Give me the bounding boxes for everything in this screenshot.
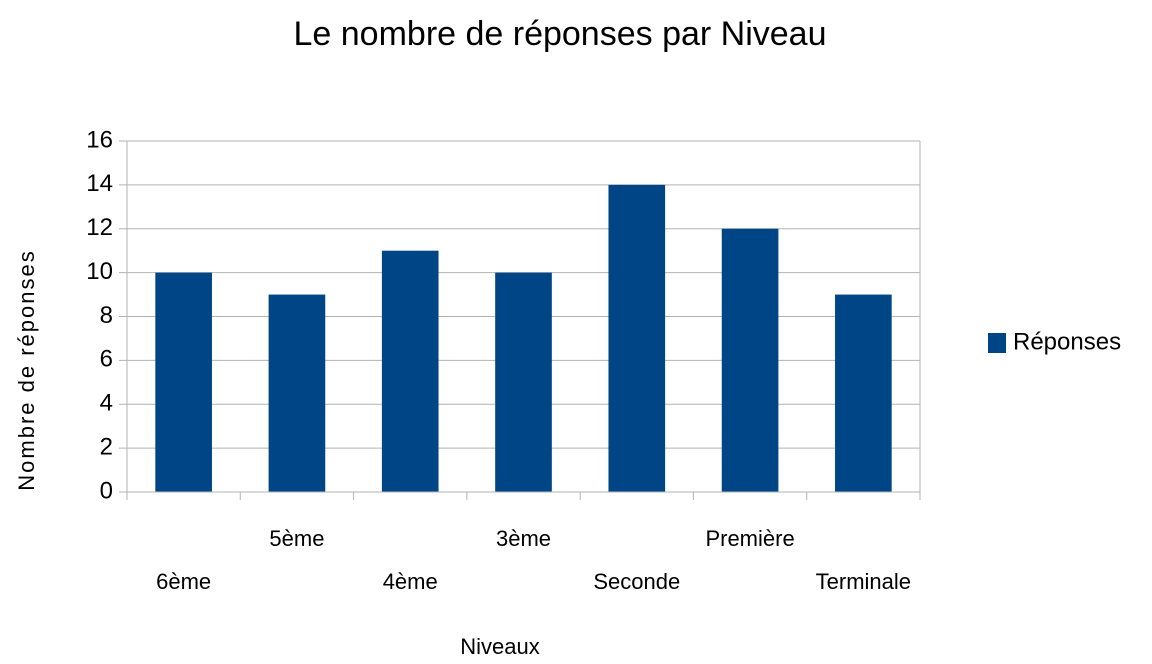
x-axis-label: Niveaux: [460, 634, 539, 659]
x-tick-label: 3ème: [496, 526, 551, 551]
y-tick-label: 6: [100, 346, 113, 373]
y-tick-label: 0: [100, 477, 113, 504]
x-tick-label: Terminale: [816, 569, 911, 594]
y-tick-label: 14: [86, 170, 113, 197]
y-axis-label: Nombre de réponses: [14, 249, 39, 490]
chart-title: Le nombre de réponses par Niveau: [294, 15, 827, 53]
y-tick-label: 2: [100, 433, 113, 460]
y-tick-label: 8: [100, 302, 113, 329]
bar: [721, 228, 779, 492]
y-tick-label: 16: [86, 126, 113, 153]
bar: [495, 272, 552, 492]
bar: [268, 294, 326, 492]
legend-swatch: [988, 333, 1006, 353]
x-tick-label: 4ème: [383, 569, 438, 594]
y-tick-label: 12: [86, 214, 113, 241]
bar: [155, 272, 212, 492]
bar: [835, 294, 892, 492]
y-tick-label: 10: [86, 258, 113, 285]
x-tick-label: Seconde: [593, 569, 680, 594]
x-tick-label: Première: [705, 526, 794, 551]
x-tick-label: 6ème: [156, 569, 211, 594]
y-tick-label: 4: [100, 390, 113, 417]
legend-label: Réponses: [1013, 328, 1121, 355]
bar: [608, 184, 666, 492]
x-tick-label: 5ème: [269, 526, 324, 551]
bar: [381, 250, 439, 492]
